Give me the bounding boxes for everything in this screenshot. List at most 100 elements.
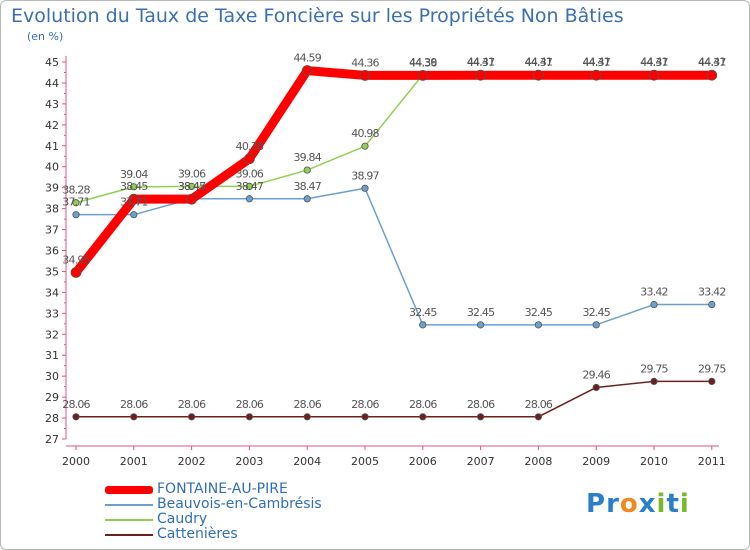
data-label-cattenieres: 29.75 (698, 362, 726, 375)
data-label-fontaine-au-pire: 44.36 (409, 56, 437, 69)
y-tick-label: 31 (45, 349, 59, 362)
data-label-cattenieres: 28.06 (178, 398, 206, 411)
data-point-caudry (361, 142, 369, 150)
data-point-cattenieres (303, 413, 311, 421)
y-tick-label: 28 (45, 412, 59, 425)
data-label-beauvois-en-cambresis: 33.42 (640, 286, 668, 299)
y-tick-label: 33 (45, 307, 59, 320)
data-label-caudry: 39.06 (236, 167, 264, 180)
y-tick-label: 35 (45, 265, 59, 278)
data-point-beauvois-en-cambresis (303, 195, 311, 203)
data-label-fontaine-au-pire: 44.37 (698, 56, 726, 69)
x-tick-label: 2001 (120, 455, 148, 468)
data-point-fontaine-au-pire (417, 70, 429, 81)
data-point-caudry (72, 199, 80, 207)
data-point-fontaine-au-pire (590, 69, 602, 81)
data-label-caudry: 44.41 (525, 55, 553, 68)
x-tick-label: 2004 (293, 455, 321, 468)
logo-letter: r (606, 489, 620, 519)
y-tick-label: 29 (45, 391, 59, 404)
data-point-caudry (303, 166, 311, 174)
y-tick-label: 45 (45, 56, 59, 69)
data-label-caudry: 38.28 (62, 184, 90, 197)
data-label-cattenieres: 28.06 (293, 398, 321, 411)
data-point-fontaine-au-pire (475, 69, 487, 81)
data-point-caudry (245, 182, 253, 191)
data-label-beauvois-en-cambresis: 38.97 (351, 169, 379, 182)
y-tick-label: 32 (45, 328, 59, 341)
legend-label-caudry: Caudry (157, 511, 208, 527)
data-point-cattenieres (245, 413, 253, 421)
data-label-fontaine-au-pire: 44.37 (640, 56, 668, 69)
y-tick-label: 34 (45, 286, 59, 299)
x-tick-label: 2009 (582, 455, 610, 468)
x-tick-label: 2002 (178, 455, 206, 468)
data-label-cattenieres: 29.46 (582, 368, 610, 381)
logo-letter: i (656, 489, 667, 519)
series-line-beauvois-en-cambresis (75, 187, 713, 326)
logo-letter: i (679, 489, 690, 519)
data-point-cattenieres (72, 413, 80, 421)
data-label-beauvois-en-cambresis: 38.47 (236, 180, 264, 193)
x-tick-label: 2007 (467, 455, 495, 468)
data-label-cattenieres: 28.06 (525, 398, 553, 411)
legend-swatch-cattenieres (105, 534, 153, 536)
data-label-fontaine-au-pire: 38.45 (178, 180, 206, 193)
chart-subtitle: (en %) (27, 30, 64, 43)
data-point-caudry (188, 182, 196, 191)
y-tick-label: 41 (45, 140, 59, 153)
data-label-fontaine-au-pire: 44.37 (582, 56, 610, 69)
data-label-cattenieres: 28.06 (120, 398, 148, 411)
logo-letter: t (666, 489, 680, 519)
data-label-cattenieres: 28.06 (467, 398, 495, 411)
series-line-fontaine-au-pire (71, 66, 717, 277)
x-tick-label: 2010 (640, 455, 668, 468)
data-label-cattenieres: 28.06 (409, 398, 437, 411)
legend-label-beauvois: Beauvois-en-Cambrésis (157, 496, 322, 512)
data-label-caudry: 44.39 (409, 56, 437, 69)
data-point-fontaine-au-pire (533, 69, 544, 81)
logo-letter: P (586, 489, 607, 519)
data-label-caudry: 40.98 (351, 127, 379, 140)
series-line-cattenieres (75, 380, 713, 418)
y-tick-label: 40 (45, 161, 59, 174)
data-point-cattenieres (708, 377, 716, 386)
y-tick-label: 36 (45, 245, 59, 258)
data-label-caudry: 44.41 (698, 55, 726, 68)
data-point-beauvois-en-cambresis (534, 321, 543, 329)
data-label-beauvois-en-cambresis: 37.71 (120, 196, 148, 209)
data-label-fontaine-au-pire: 44.37 (525, 56, 553, 69)
data-point-caudry (130, 183, 138, 191)
y-tick-label: 38 (45, 203, 59, 216)
x-tick-label: 2008 (524, 455, 552, 468)
data-point-fontaine-au-pire (648, 69, 660, 81)
data-label-beauvois-en-cambresis: 32.45 (409, 306, 437, 319)
data-point-cattenieres (476, 413, 485, 421)
data-point-fontaine-au-pire (70, 267, 82, 278)
data-point-fontaine-au-pire (128, 193, 140, 205)
data-point-beauvois-en-cambresis (419, 321, 427, 329)
data-point-cattenieres (419, 413, 427, 421)
data-point-cattenieres (188, 413, 196, 421)
legend-label-cattenieres: Cattenières (157, 526, 238, 542)
y-tick-label: 30 (45, 370, 59, 383)
data-label-beauvois-en-cambresis: 32.45 (525, 306, 553, 319)
data-point-beauvois-en-cambresis (361, 184, 369, 192)
legend-label-fontaine: FONTAINE-AU-PIRE (157, 481, 288, 497)
x-tick-label: 2006 (409, 455, 437, 468)
x-tick-label: 2000 (62, 455, 90, 468)
data-label-cattenieres: 28.06 (62, 398, 90, 411)
data-point-beauvois-en-cambresis (245, 195, 253, 203)
data-point-fontaine-au-pire (359, 70, 371, 81)
data-label-fontaine-au-pire: 44.37 (467, 56, 495, 69)
series-line-caudry (75, 73, 713, 204)
data-label-beauvois-en-cambresis: 32.45 (467, 306, 495, 319)
y-tick-label: 43 (45, 98, 59, 111)
data-label-cattenieres: 29.75 (640, 362, 668, 375)
x-tick-label: 2005 (351, 455, 379, 468)
data-point-beauvois-en-cambresis (72, 211, 80, 219)
data-point-cattenieres (650, 377, 658, 386)
logo-letter: o (619, 489, 639, 519)
